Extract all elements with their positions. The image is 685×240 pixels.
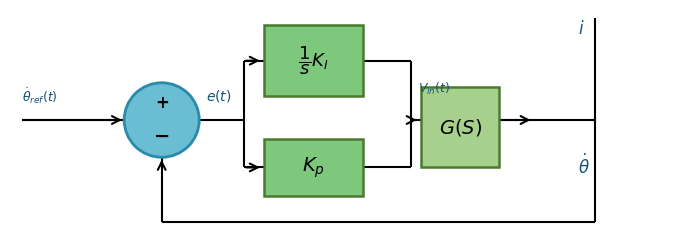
Text: +: + — [155, 94, 169, 112]
Text: −: − — [153, 127, 170, 146]
Text: $G(S)$: $G(S)$ — [438, 117, 482, 138]
Text: $\dot{\theta}_{ref}(t)$: $\dot{\theta}_{ref}(t)$ — [22, 86, 58, 106]
Text: $V_{in}(t)$: $V_{in}(t)$ — [418, 81, 450, 97]
FancyBboxPatch shape — [421, 87, 499, 168]
Ellipse shape — [124, 83, 199, 157]
Text: $K_p$: $K_p$ — [302, 155, 325, 180]
Text: $\dot{\theta}$: $\dot{\theta}$ — [578, 154, 590, 178]
FancyBboxPatch shape — [264, 25, 363, 96]
Text: $i$: $i$ — [578, 20, 584, 38]
Text: $\dfrac{1}{s}K_I$: $\dfrac{1}{s}K_I$ — [298, 44, 329, 77]
Text: $e(t)$: $e(t)$ — [206, 88, 232, 104]
FancyBboxPatch shape — [264, 139, 363, 196]
